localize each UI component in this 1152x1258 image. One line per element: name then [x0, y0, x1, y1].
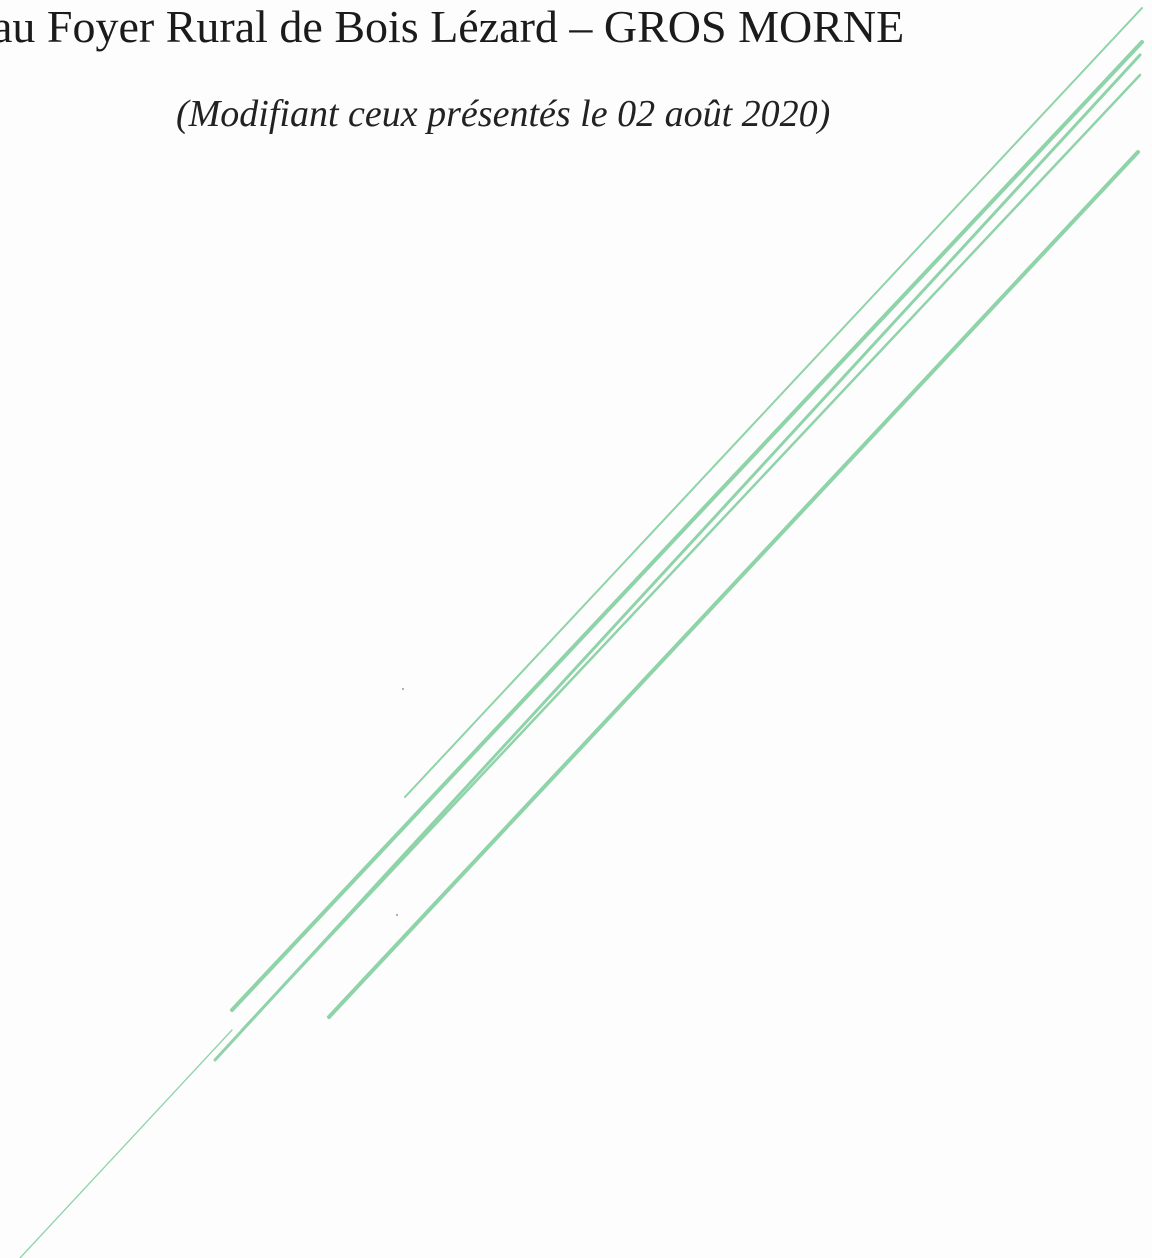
- scan-speck: [396, 914, 398, 916]
- strikeout-line: [213, 53, 1142, 1062]
- strikeout-line: [327, 150, 1140, 1019]
- scan-speck: [402, 688, 404, 690]
- strikeout-line: [404, 7, 1143, 798]
- strikeout-line: [230, 40, 1144, 1012]
- strikeout-line: [19, 1029, 233, 1258]
- document-subheading: (Modifiant ceux présentés le 02 août 202…: [176, 93, 831, 135]
- document-heading: au Foyer Rural de Bois Lézard – GROS MOR…: [0, 1, 905, 52]
- strikeout-line: [240, 73, 1142, 1032]
